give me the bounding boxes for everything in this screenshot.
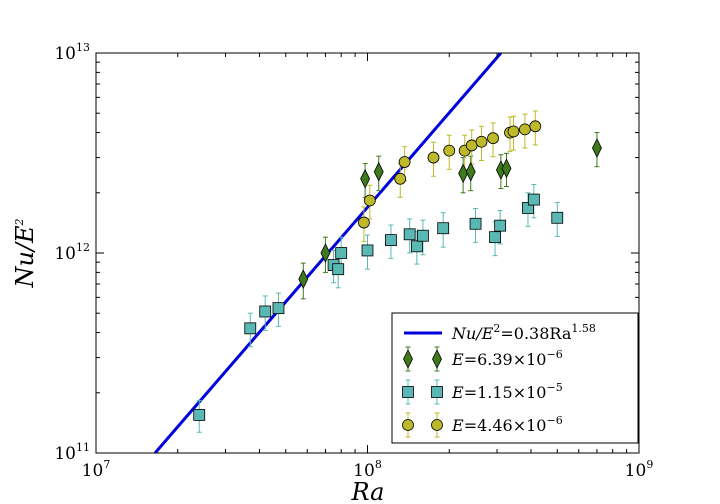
y-axis-label: Nu/E2: [11, 218, 39, 288]
legend-marker-swatches: [402, 346, 443, 438]
legend-swatch-marker-s0: [432, 349, 442, 369]
y-tick-labels: 1011 1012 1013: [54, 41, 90, 464]
data-point-s0-7: [501, 158, 512, 179]
data-point-s0-1: [320, 243, 331, 263]
data-point-s2-3: [398, 156, 411, 168]
data-point-s2-13: [529, 120, 542, 133]
x-tick-label-1e7: 107: [82, 458, 111, 481]
markers: [193, 120, 602, 421]
data-point-s1-6: [335, 247, 348, 259]
legend-swatch-marker-s2: [402, 419, 414, 431]
data-point-s2-0: [358, 216, 370, 229]
legend-swatch-marker-s1: [431, 386, 443, 398]
legend-swatch-marker-s2: [431, 419, 443, 431]
legend: Nu/E2=0.38Ra1.58 E=6.39×10−6 E=1.15×10−5…: [391, 312, 639, 444]
data-point-s2-11: [507, 125, 520, 138]
data-point-s0-2: [360, 168, 371, 189]
data-point-s2-2: [394, 172, 407, 185]
data-point-s2-8: [475, 135, 488, 148]
x-tick-label-1e8: 108: [353, 458, 382, 481]
y-tick-label-1e11: 1011: [54, 441, 90, 464]
data-point-s2-5: [443, 144, 456, 157]
data-point-s1-8: [385, 234, 397, 247]
data-point-s1-14: [489, 231, 501, 244]
legend-series-1-label: E=1.15×10−5: [451, 381, 563, 402]
data-point-s1-5: [332, 263, 345, 276]
data-point-s1-0: [193, 409, 206, 421]
data-point-s0-0: [298, 269, 309, 290]
data-point-s1-7: [361, 244, 374, 257]
x-tick-label-1e9: 109: [625, 458, 654, 481]
data-point-s1-13: [469, 217, 482, 230]
data-point-s1-3: [272, 302, 285, 315]
legend-swatch-marker-s1: [402, 386, 414, 398]
data-point-s2-9: [487, 132, 499, 145]
legend-swatch-marker-s0: [403, 349, 413, 369]
data-point-s2-12: [519, 123, 531, 136]
data-point-s0-3: [373, 161, 384, 182]
legend-fit-label: Nu/E2=0.38Ra1.58: [451, 322, 596, 343]
y-tick-label-1e13: 1013: [54, 41, 90, 64]
data-point-s0-5: [465, 161, 476, 182]
data-point-s1-2: [259, 305, 272, 318]
data-point-s1-9: [403, 228, 416, 241]
data-point-s0-4: [458, 163, 469, 184]
data-point-s2-4: [427, 151, 440, 164]
data-point-s1-17: [527, 193, 540, 206]
data-layer: [153, 53, 602, 453]
data-point-s2-7: [465, 139, 478, 152]
data-point-s1-12: [437, 222, 450, 235]
legend-series-0-label: E=6.39×10−6: [451, 348, 563, 369]
y-tick-label-1e12: 1012: [54, 241, 90, 264]
data-point-s1-1: [244, 322, 257, 335]
data-point-s1-10: [410, 240, 423, 253]
x-axis-label: Ra: [351, 478, 385, 504]
axis-ticks: [96, 53, 639, 453]
data-point-s1-11: [417, 229, 429, 242]
legend-series-2-label: E=4.46×10−6: [451, 414, 563, 435]
data-point-s1-18: [551, 211, 564, 224]
data-point-s0-8: [591, 138, 602, 158]
x-tick-labels: 107 108 109: [82, 458, 654, 481]
data-point-s1-15: [494, 219, 507, 232]
data-point-s2-1: [363, 194, 376, 207]
